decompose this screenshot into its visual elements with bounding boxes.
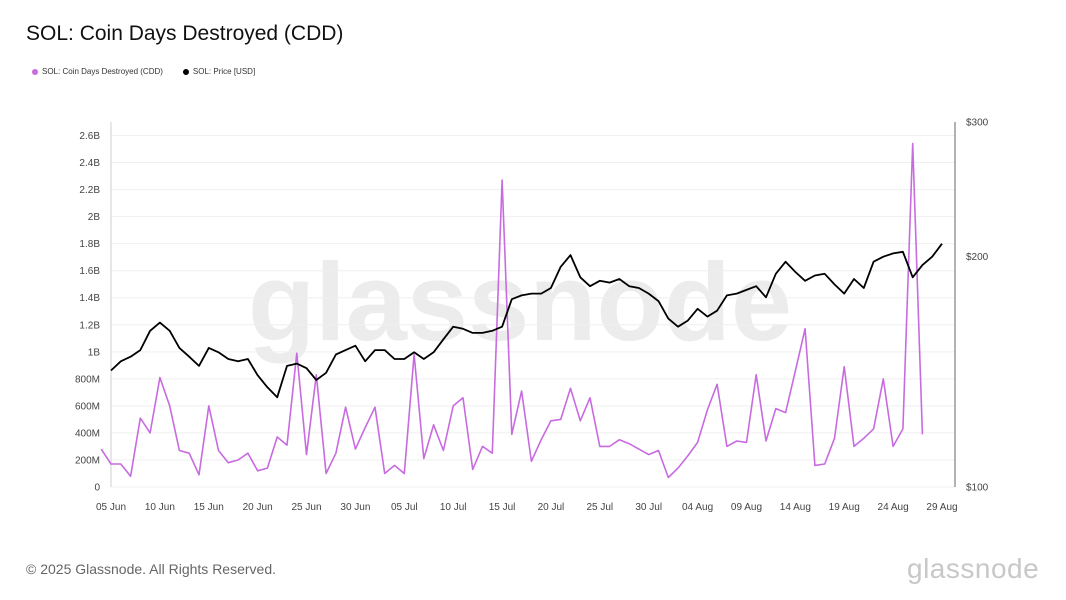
x-tick-label: 29 Aug <box>926 502 957 513</box>
y-left-tick-label: 2.2B <box>79 185 100 196</box>
y-right-tick-label: $300 <box>966 118 989 129</box>
x-tick-label: 09 Aug <box>731 502 762 513</box>
x-tick-label: 24 Aug <box>878 502 909 513</box>
x-tick-label: 04 Aug <box>682 502 713 513</box>
x-tick-label: 10 Jun <box>145 502 175 513</box>
y-right-tick-label: $200 <box>966 252 989 263</box>
x-tick-label: 30 Jun <box>340 502 370 513</box>
y-left-tick-label: 200M <box>75 455 100 466</box>
x-tick-label: 15 Jun <box>194 502 224 513</box>
y-right-tick-label: $100 <box>966 483 989 494</box>
watermark-text: glassnode <box>248 241 792 364</box>
x-tick-label: 10 Jul <box>440 502 467 513</box>
brand-logo: glassnode <box>907 553 1040 584</box>
x-tick-label: 05 Jul <box>391 502 418 513</box>
y-left-tick-label: 1B <box>88 347 101 358</box>
y-left-tick-label: 2B <box>88 212 101 223</box>
y-left-tick-label: 400M <box>75 428 100 439</box>
x-tick-label: 14 Aug <box>780 502 811 513</box>
x-tick-label: 19 Aug <box>829 502 860 513</box>
y-left-tick-label: 1.6B <box>79 266 100 277</box>
legend-item-cdd[interactable]: SOL: Coin Days Destroyed (CDD) <box>32 67 163 76</box>
chart-svg: glassnode 0 200M 400M 600M 800M 1B 1.2B 1.4B 1.6B… <box>75 118 989 514</box>
x-tick-label: 25 Jul <box>586 502 613 513</box>
legend-dot-price <box>182 68 189 75</box>
x-tick-label: 30 Jul <box>635 502 662 513</box>
x-tick-label: 25 Jun <box>292 502 322 513</box>
series-line-price <box>110 243 943 399</box>
legend: SOL: Coin Days Destroyed (CDD) SOL: Pric… <box>32 67 255 76</box>
y-left-tick-label: 2.6B <box>79 131 100 142</box>
copyright-footer: © 2025 Glassnode. All Rights Reserved. <box>26 561 277 577</box>
x-tick-label: 15 Jul <box>489 502 516 513</box>
chart-title: SOL: Coin Days Destroyed (CDD) <box>26 22 344 45</box>
y-left-tick-label: 800M <box>75 374 100 385</box>
y-left-tick-label: 1.2B <box>79 320 100 331</box>
series-line-cdd <box>100 142 924 479</box>
x-tick-label: 20 Jun <box>243 502 273 513</box>
x-tick-label: 05 Jun <box>96 502 126 513</box>
y-left-tick-label: 1.4B <box>79 293 100 304</box>
legend-item-price[interactable]: SOL: Price [USD] <box>182 67 256 76</box>
y-left-tick-label: 0 <box>94 483 100 494</box>
legend-dot-cdd <box>32 68 38 75</box>
x-tick-label: 20 Jul <box>538 502 565 513</box>
y-left-tick-label: 2.4B <box>79 158 100 169</box>
y-left-tick-label: 1.8B <box>79 239 100 250</box>
legend-label-price: SOL: Price [USD] <box>192 67 256 76</box>
y-left-tick-label: 600M <box>75 401 100 412</box>
legend-label-cdd: SOL: Coin Days Destroyed (CDD) <box>42 67 163 76</box>
